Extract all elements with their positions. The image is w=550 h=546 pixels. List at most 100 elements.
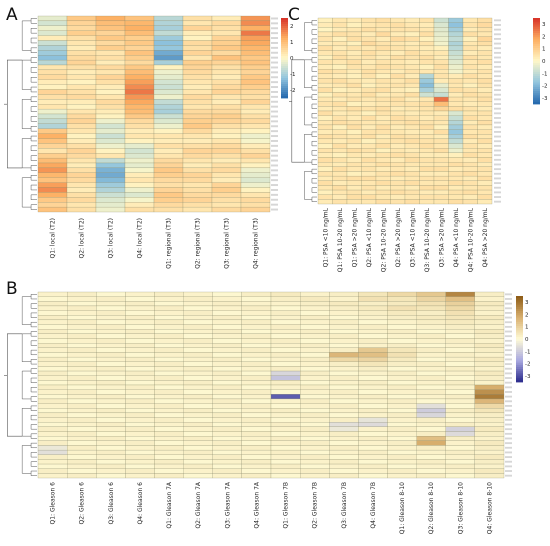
heatmap-cell (211, 143, 242, 149)
heatmap-cell (387, 389, 417, 395)
heatmap-cell (125, 310, 155, 316)
heatmap-cell (404, 194, 420, 200)
heatmap-cell (66, 84, 97, 90)
heatmap-cell (448, 138, 464, 144)
heatmap-cell (404, 96, 420, 102)
heatmap-cell (95, 177, 126, 183)
heatmap-cell (37, 431, 68, 437)
heatmap-cell (390, 96, 406, 102)
heatmap-cell (183, 454, 213, 460)
heatmap-cell (95, 182, 126, 188)
heatmap-cell (462, 87, 478, 93)
panel-a-letter: A (6, 5, 18, 25)
heatmap-cell (332, 143, 348, 149)
heatmap-cell (95, 35, 126, 41)
heatmap-cell (433, 148, 449, 153)
heatmap-cell (358, 319, 388, 325)
heatmap-cell (361, 124, 377, 130)
heatmap-cell (240, 45, 271, 51)
heatmap-cell (332, 148, 348, 153)
heatmap-cell (211, 167, 242, 173)
heatmap-cell (445, 338, 475, 344)
heatmap-cell (358, 398, 388, 404)
heatmap-cell (153, 118, 184, 124)
column-label: Q2: Gleason 8-10 (428, 482, 435, 534)
heatmap-cell (462, 115, 478, 121)
dendrogram-link (30, 165, 37, 171)
heatmap-cell (153, 69, 184, 75)
colorbar-segment (533, 91, 540, 94)
heatmap-cell (346, 110, 362, 116)
heatmap-cell (358, 440, 388, 446)
heatmap-cell (241, 305, 272, 311)
colorbar-tick-label: 2 (290, 24, 294, 30)
heatmap-cell (474, 463, 505, 469)
heatmap-cell (300, 305, 330, 311)
heatmap-cell (332, 129, 348, 135)
heatmap-cell (346, 199, 362, 205)
colorbar-segment (516, 349, 523, 353)
heatmap-cell (96, 398, 126, 404)
column-label: Q3: PSA <10 ng/mL (409, 207, 416, 267)
heatmap-cell (212, 422, 242, 427)
heatmap-cell (445, 370, 475, 376)
heatmap-cell (37, 45, 68, 51)
heatmap-cell (66, 108, 97, 115)
heatmap-cell (240, 172, 271, 178)
heatmap-cell (448, 194, 464, 200)
heatmap-cell (390, 101, 406, 107)
heatmap-cell (96, 459, 126, 465)
heatmap-cell (445, 431, 475, 437)
heatmap-cell (404, 78, 420, 84)
heatmap-cell (37, 408, 68, 414)
colorbar-segment (281, 44, 288, 47)
heatmap-cell (419, 96, 435, 102)
colorbar-segment (281, 26, 288, 29)
heatmap-cell (211, 55, 242, 61)
heatmap-cell (448, 50, 464, 56)
heatmap-cell (154, 356, 184, 362)
heatmap-cell (241, 375, 272, 381)
row-label-stub (271, 184, 278, 187)
heatmap-cell (240, 64, 271, 71)
heatmap-cell (241, 333, 272, 339)
heatmap-cell (375, 166, 391, 172)
heatmap-cell (67, 389, 97, 395)
heatmap-cell (387, 301, 417, 307)
heatmap-cell (445, 440, 475, 446)
colorbar-tick-label: -1 (525, 349, 530, 355)
heatmap-cell (66, 143, 97, 149)
row-label-stub (271, 125, 278, 128)
heatmap-cell (211, 59, 242, 66)
heatmap-cell (387, 356, 417, 362)
row-label-stub (505, 395, 512, 398)
row-label-stub (494, 51, 501, 54)
colorbar-segment (533, 78, 540, 81)
heatmap-cell (419, 41, 435, 47)
heatmap-cell (37, 157, 68, 164)
row-label-stub (494, 200, 501, 203)
row-label-stub (494, 144, 501, 147)
heatmap-cell (300, 449, 330, 455)
row-label-stub (505, 381, 512, 384)
heatmap-cell (477, 17, 493, 23)
colorbar-segment (516, 345, 523, 348)
heatmap-cell (387, 412, 417, 418)
heatmap-cell (154, 449, 184, 455)
heatmap-cell (124, 148, 155, 154)
row-label-stub (505, 339, 512, 342)
heatmap-cell (241, 361, 272, 367)
heatmap-cell (66, 123, 97, 129)
colorbar-segment (533, 56, 540, 60)
column-label: Q3: PSA >20 ng/mL (438, 207, 445, 267)
heatmap-cell (332, 106, 348, 112)
heatmap-cell (317, 138, 333, 144)
heatmap-cell (445, 422, 475, 427)
dendrogram-link (21, 59, 32, 90)
heatmap-cell (95, 172, 126, 178)
heatmap-cell (329, 296, 359, 302)
heatmap-cell (240, 197, 271, 203)
heatmap-cell (361, 96, 377, 102)
heatmap-cell (125, 459, 155, 465)
